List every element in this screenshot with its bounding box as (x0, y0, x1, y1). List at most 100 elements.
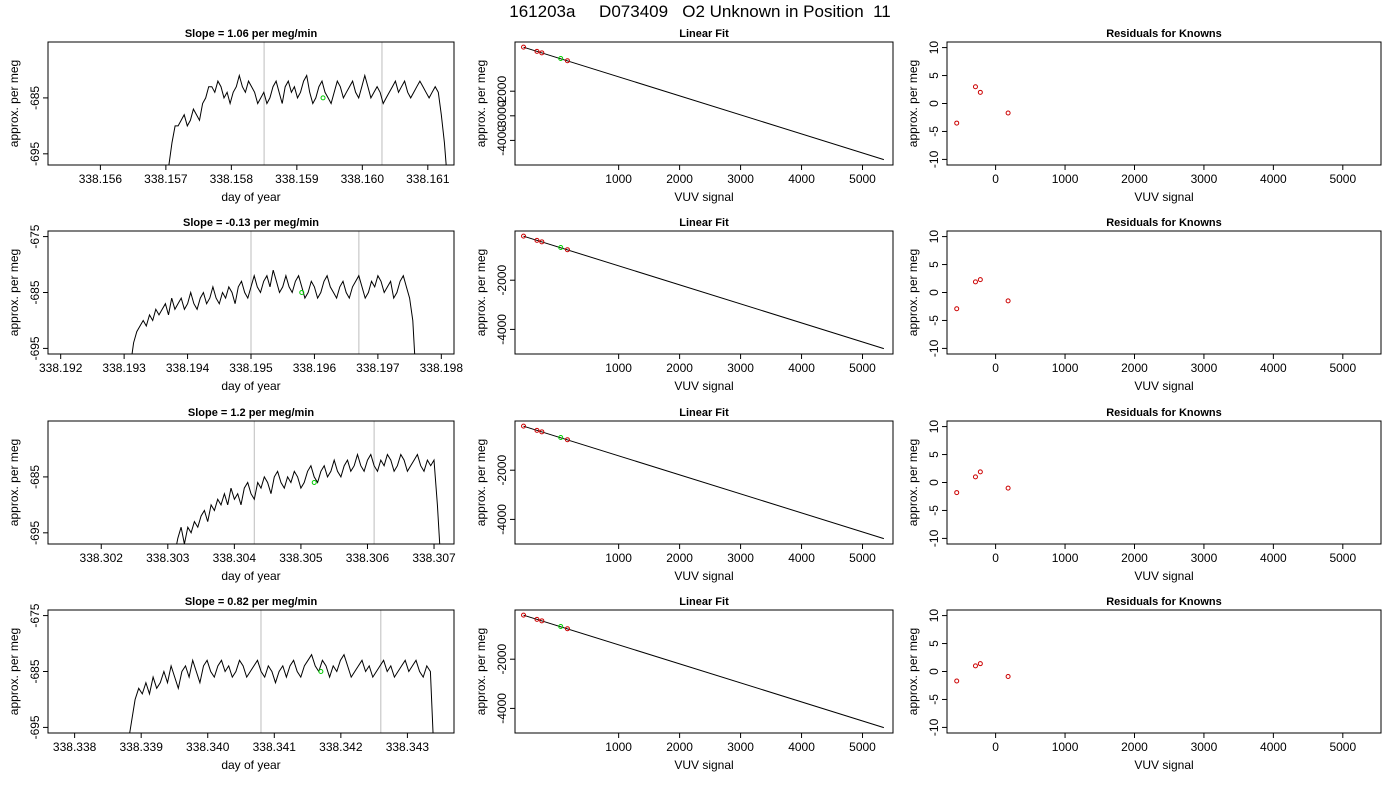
x-tick-label: 2000 (666, 172, 693, 186)
residual-point (977, 277, 983, 283)
x-tick-label: 2000 (666, 361, 693, 375)
residual-point (954, 490, 960, 496)
x-tick-label: 1000 (1052, 361, 1079, 375)
x-tick-label: 338.339 (119, 740, 163, 754)
y-tick-label: -685 (28, 659, 42, 683)
plot-frame (946, 41, 1382, 166)
y-tick-label: -4000 (495, 693, 509, 724)
plot-area (168, 42, 447, 165)
x-tick-label: 338.307 (412, 551, 456, 565)
x-tick-label: 338.342 (319, 740, 363, 754)
y-tick-label: -695 (28, 715, 42, 739)
residual-point (954, 306, 960, 312)
x-tick-label: 2000 (1121, 551, 1148, 565)
plot-area (521, 612, 885, 729)
chart-panel: Residuals for Knowns 0 1000 2000 3000 4000 500… (906, 407, 1382, 583)
known-point (564, 247, 570, 253)
chart-title: Slope = 1.2 per meg/min (188, 407, 315, 419)
known-point (564, 626, 570, 632)
x-tick-label: 338.195 (229, 361, 273, 375)
y-tick-label: -5 (927, 694, 941, 705)
x-axis-label: VUV signal (1134, 190, 1193, 204)
x-tick-label: 3000 (1191, 172, 1218, 186)
y-tick-label: 0 (927, 668, 941, 675)
y-tick-label: -675 (28, 224, 42, 248)
chart-panel: Linear Fit 1000 2000 3000 4000 5000 -2000-3000… (474, 28, 894, 204)
residual-point (977, 89, 983, 95)
x-tick-label: 338.197 (356, 361, 400, 375)
page-title: 161203a D073409 O2 Unknown in Position 1… (509, 2, 891, 21)
x-tick-label: 338.303 (146, 551, 190, 565)
x-tick-label: 338.196 (293, 361, 337, 375)
chart-title: Slope = 1.06 per meg/min (185, 28, 318, 40)
chart-title: Linear Fit (679, 28, 729, 40)
y-tick-label: 5 (927, 451, 941, 458)
plot-frame (514, 41, 894, 166)
x-tick-label: 4000 (1260, 172, 1287, 186)
x-axis-label: day of year (221, 758, 280, 772)
residual-point (972, 474, 978, 480)
chart-panel: Linear Fit 1000 2000 3000 4000 5000 -2000 -4000… (474, 596, 894, 772)
plot-frame (47, 420, 455, 545)
residual-point (972, 84, 978, 90)
x-tick-label: 5000 (1329, 551, 1356, 565)
y-tick-label: 0 (927, 289, 941, 296)
chart-panel: Slope = 1.06 per meg/min 338.156 338.157 33… (7, 28, 455, 204)
x-tick-label: 2000 (1121, 172, 1148, 186)
known-point (521, 233, 527, 239)
y-tick-label: 5 (927, 640, 941, 647)
y-tick-label: 10 (927, 230, 941, 244)
x-tick-label: 2000 (1121, 361, 1148, 375)
y-tick-label: -685 (28, 465, 42, 489)
x-tick-label: 3000 (1191, 551, 1218, 565)
residual-point (972, 663, 978, 669)
chart-title: Residuals for Knowns (1106, 596, 1222, 608)
known-point (521, 44, 527, 50)
x-tick-label: 0 (992, 172, 999, 186)
plot-frame (514, 609, 894, 734)
chart-title: Residuals for Knowns (1106, 407, 1222, 419)
known-point (521, 612, 527, 618)
y-axis-label: approx. per meg (906, 249, 920, 336)
y-tick-label: 5 (927, 72, 941, 79)
x-tick-label: 3000 (727, 740, 754, 754)
y-tick-label: 0 (927, 479, 941, 486)
chart-panel: Residuals for Knowns 0 1000 2000 3000 4000 500… (906, 596, 1382, 772)
x-tick-label: 338.160 (341, 172, 385, 186)
y-tick-label: -685 (28, 280, 42, 304)
y-tick-label: 5 (927, 261, 941, 268)
plot-area (954, 661, 1011, 684)
plot-frame (47, 41, 455, 166)
x-tick-label: 4000 (1260, 740, 1287, 754)
plot-frame (946, 420, 1382, 545)
residual-point (977, 469, 983, 475)
x-tick-label: 338.159 (275, 172, 319, 186)
unknown-point (558, 623, 564, 629)
y-tick-label: 10 (927, 41, 941, 55)
residual-point (972, 279, 978, 285)
y-tick-label: -695 (28, 520, 42, 544)
data-series-line (168, 73, 447, 165)
chart-title: Slope = 0.82 per meg/min (185, 596, 318, 608)
y-tick-label: -10 (927, 529, 941, 547)
chart-title: Residuals for Knowns (1106, 28, 1222, 40)
x-tick-label: 5000 (1329, 361, 1356, 375)
chart-title: Slope = -0.13 per meg/min (183, 217, 319, 229)
y-axis-label: approx. per meg (474, 628, 488, 715)
x-axis-label: day of year (221, 569, 280, 583)
fit-line (523, 614, 885, 729)
y-tick-label: 10 (927, 420, 941, 434)
x-tick-label: 1000 (1052, 551, 1079, 565)
plot-frame (946, 230, 1382, 355)
fit-line (523, 46, 885, 161)
y-tick-label: -2000 (495, 265, 509, 296)
x-tick-label: 4000 (788, 551, 815, 565)
plot-area (176, 421, 441, 544)
known-point (539, 429, 545, 435)
data-series-line (129, 653, 434, 733)
x-tick-label: 338.338 (53, 740, 97, 754)
x-tick-label: 5000 (849, 172, 876, 186)
y-tick-label: -3000 (495, 100, 509, 131)
x-tick-label: 0 (992, 361, 999, 375)
plot-area (521, 233, 885, 350)
